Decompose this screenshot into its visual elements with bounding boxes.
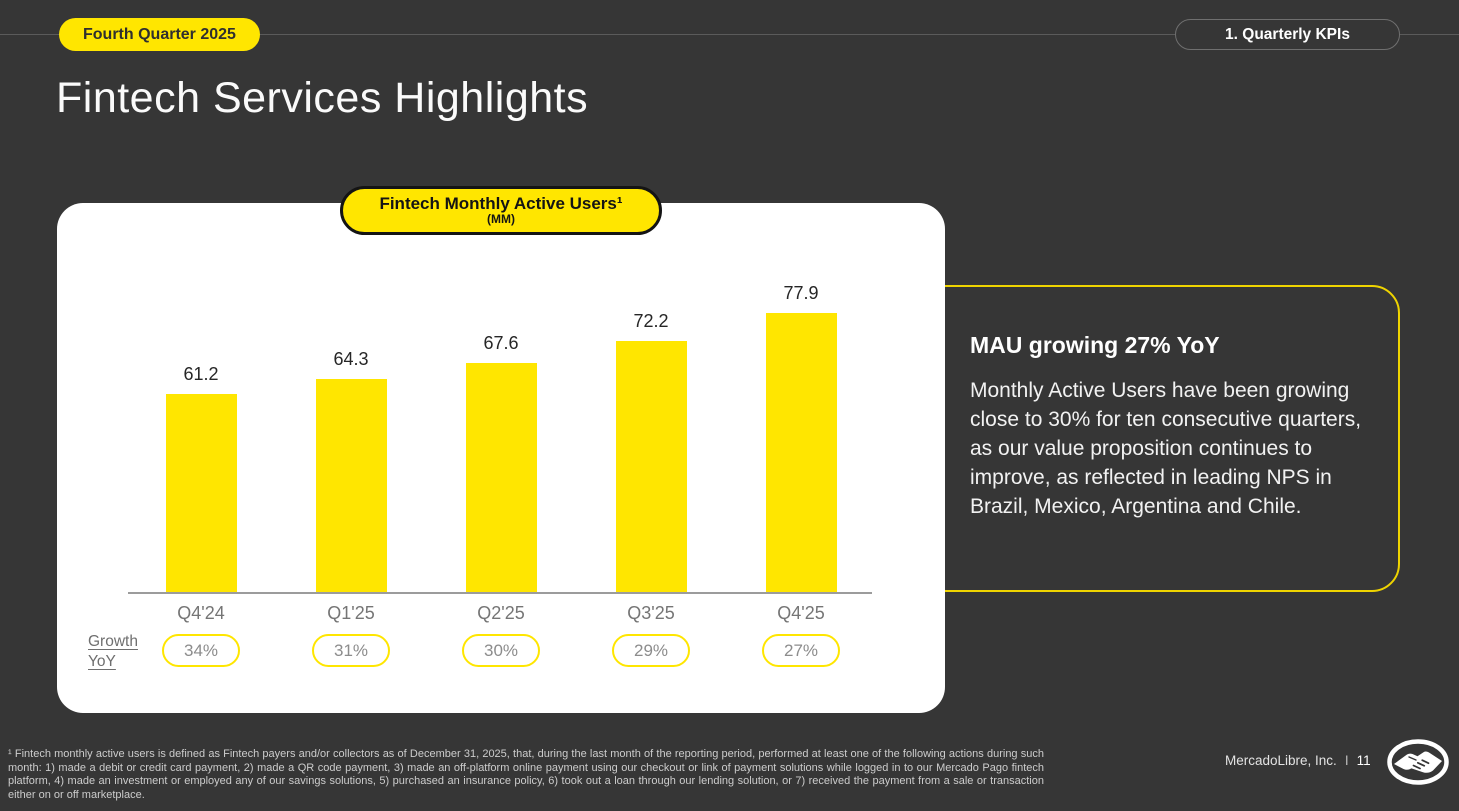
bar-column: 67.6 (426, 203, 576, 592)
chart-card: Fintech Monthly Active Users¹ (MM) 61.2 6… (57, 186, 945, 713)
x-axis-labels: Q4'24 Q1'25 Q2'25 Q3'25 Q4'25 (126, 603, 876, 624)
growth-yoy-pill: 30% (462, 634, 540, 667)
growth-yoy-pill: 27% (762, 634, 840, 667)
x-axis-tick-label: Q2'25 (477, 603, 525, 623)
bar-value-label: 72.2 (633, 311, 669, 331)
bar (765, 313, 837, 592)
footer-identity: MercadoLibre, Inc. I 11 (1225, 753, 1371, 768)
growth-yoy-pill: 31% (312, 634, 390, 667)
page-number: 11 (1356, 753, 1371, 768)
bar-value-label: 61.2 (183, 364, 219, 384)
bar-value-label: 67.6 (483, 333, 519, 353)
mercadolibre-handshake-logo-icon (1387, 739, 1449, 785)
bar-value-label: 77.9 (783, 283, 819, 303)
footnote: ¹ Fintech monthly active users is define… (8, 748, 1044, 801)
growth-cell: 29% (576, 634, 726, 667)
growth-cell: 30% (426, 634, 576, 667)
bar (465, 363, 537, 592)
bar-value-label: 64.3 (333, 349, 369, 369)
growth-cell: 27% (726, 634, 876, 667)
section-badge: 1. Quarterly KPIs (1175, 19, 1400, 50)
bar-column: 77.9 (726, 203, 876, 592)
bar (165, 394, 237, 592)
mau-callout-box: MAU growing 27% YoY Monthly Active Users… (918, 285, 1400, 592)
bar-column: 61.2 (126, 203, 276, 592)
bar-column: 72.2 (576, 203, 726, 592)
callout-heading: MAU growing 27% YoY (970, 332, 1220, 358)
x-axis-tick-label: Q4'24 (177, 603, 225, 623)
bar-column: 64.3 (276, 203, 426, 592)
quarter-badge: Fourth Quarter 2025 (59, 18, 260, 51)
x-axis-tick-label: Q4'25 (777, 603, 825, 623)
chart-title-pill: Fintech Monthly Active Users¹ (MM) (340, 186, 662, 235)
x-axis-tick-label: Q1'25 (327, 603, 375, 623)
x-axis-tick-label: Q3'25 (627, 603, 675, 623)
growth-cell: 31% (276, 634, 426, 667)
growth-yoy-row: 34% 31% 30% 29% 27% (126, 634, 876, 667)
company-name: MercadoLibre, Inc. (1225, 753, 1337, 768)
bar (615, 341, 687, 592)
growth-yoy-pill: 34% (162, 634, 240, 667)
x-axis-line (128, 592, 872, 594)
page-title: Fintech Services Highlights (56, 74, 589, 122)
header-divider-line (0, 34, 1459, 35)
section-badge-label: 1. Quarterly KPIs (1225, 25, 1350, 43)
growth-yoy-pill: 29% (612, 634, 690, 667)
chart-unit-label: (MM) (487, 211, 515, 226)
bar (315, 379, 387, 592)
bar-chart-plot-area: 61.2 64.3 67.6 72.2 77.9 (126, 203, 876, 592)
quarter-badge-label: Fourth Quarter 2025 (83, 25, 236, 43)
chart-title: Fintech Monthly Active Users¹ (379, 193, 623, 213)
callout-body: Monthly Active Users have been growing c… (970, 379, 1362, 518)
growth-yoy-label: Growth YoY (88, 633, 138, 670)
growth-cell: 34% (126, 634, 276, 667)
footer-separator: I (1344, 753, 1349, 768)
